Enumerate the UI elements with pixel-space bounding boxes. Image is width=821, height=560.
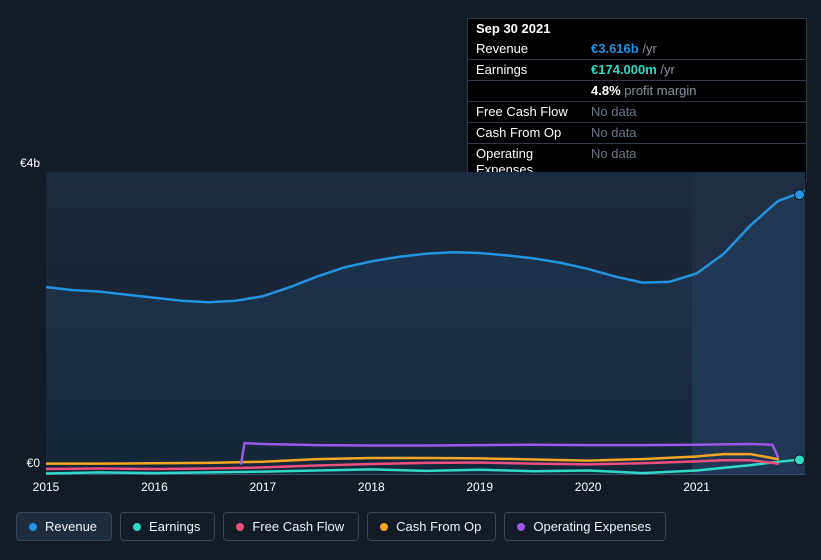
- tooltip-row: Cash From OpNo data: [468, 122, 806, 143]
- tooltip-date: Sep 30 2021: [476, 21, 550, 37]
- tooltip-row-value: 4.8% profit margin: [591, 83, 798, 99]
- legend-item-opex[interactable]: Operating Expenses: [504, 512, 666, 541]
- legend-swatch: [29, 523, 37, 531]
- legend-swatch: [133, 523, 141, 531]
- legend-label: Earnings: [149, 519, 200, 534]
- series-earnings-marker[interactable]: [795, 455, 805, 465]
- series-revenue-marker[interactable]: [795, 190, 805, 200]
- x-axis-tick: 2017: [249, 480, 276, 494]
- legend-label: Cash From Op: [396, 519, 481, 534]
- financial-chart: { "plot": { "x_px": 46, "y_px": 172, "w_…: [0, 0, 821, 560]
- tooltip-row: Earnings€174.000m /yr: [468, 59, 806, 80]
- legend-swatch: [380, 523, 388, 531]
- x-axis-tick: 2015: [33, 480, 60, 494]
- x-axis-tick: 2016: [141, 480, 168, 494]
- y-axis-tick: €4b: [0, 156, 40, 170]
- legend-item-fcf[interactable]: Free Cash Flow: [223, 512, 359, 541]
- legend-label: Revenue: [45, 519, 97, 534]
- tooltip-row-label: Revenue: [476, 41, 591, 57]
- tooltip-row-label: Cash From Op: [476, 125, 591, 141]
- x-axis-tick: 2021: [683, 480, 710, 494]
- tooltip-row: 4.8% profit margin: [468, 80, 806, 101]
- legend-item-cfo[interactable]: Cash From Op: [367, 512, 496, 541]
- legend-label: Operating Expenses: [533, 519, 651, 534]
- tooltip-row: Revenue€3.616b /yr: [468, 39, 806, 59]
- x-axis-tick: 2020: [575, 480, 602, 494]
- x-axis-tick: 2018: [358, 480, 385, 494]
- chart-plot-area[interactable]: [46, 172, 805, 475]
- legend: Revenue Earnings Free Cash Flow Cash From O…: [16, 512, 805, 541]
- x-axis-tick: 2019: [466, 480, 493, 494]
- tooltip-row-label: Free Cash Flow: [476, 104, 591, 120]
- tooltip-row-value: €3.616b /yr: [591, 41, 798, 57]
- tooltip-row-value: €174.000m /yr: [591, 62, 798, 78]
- legend-swatch: [236, 523, 244, 531]
- y-axis-tick: €0: [0, 456, 40, 470]
- tooltip-row-value: No data: [591, 125, 798, 141]
- tooltip-row-label: [476, 83, 591, 99]
- tooltip-row: Free Cash FlowNo data: [468, 101, 806, 122]
- tooltip-row-label: Earnings: [476, 62, 591, 78]
- legend-swatch: [517, 523, 525, 531]
- chart-tooltip: Sep 30 2021 Revenue€3.616b /yrEarnings€1…: [467, 18, 807, 181]
- legend-label: Free Cash Flow: [252, 519, 344, 534]
- legend-item-earnings[interactable]: Earnings: [120, 512, 215, 541]
- tooltip-row-value: No data: [591, 104, 798, 120]
- legend-item-revenue[interactable]: Revenue: [16, 512, 112, 541]
